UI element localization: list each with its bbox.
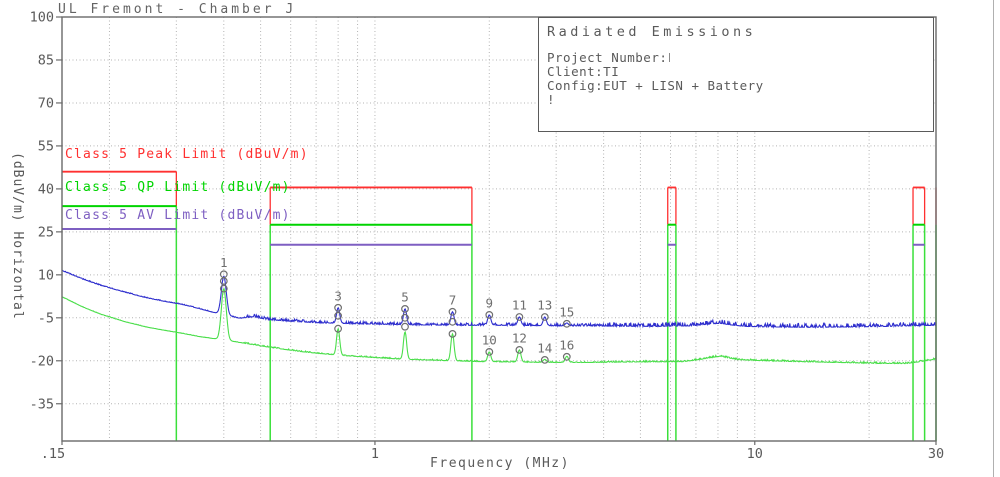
marker-number: 9: [486, 295, 494, 310]
traces: [62, 269, 936, 365]
marker-number: 16: [559, 337, 574, 352]
marker-number: 1: [220, 255, 228, 270]
y-tick-label: 25: [38, 224, 54, 240]
info-config: Config:EUT + LISN + Battery: [547, 78, 764, 93]
y-tick-label: 40: [38, 181, 54, 197]
measurement-marker: [515, 313, 524, 321]
x-tick-label: .15: [41, 446, 65, 462]
y-tick-label: 100: [30, 10, 54, 26]
y-tick-label: -35: [30, 396, 54, 412]
info-project-number: Project Number:: [547, 51, 933, 65]
marker-number: 11: [512, 298, 527, 313]
measurement-marker: [334, 311, 343, 320]
measurement-marker: [334, 324, 343, 333]
chart-title: UL Fremont - Chamber J: [58, 2, 297, 17]
measurement-marker: [515, 346, 524, 354]
test-info-box: Radiated Emissions Project Number: Clien…: [538, 17, 934, 132]
measurement-marker: [401, 322, 409, 331]
x-tick-label: 10: [747, 446, 763, 462]
measurement-marker: [448, 330, 457, 338]
measurement-marker: [448, 317, 457, 326]
y-tick-label: -20: [30, 353, 54, 369]
window-right-border: [993, 0, 994, 477]
y-tick-label: 55: [38, 138, 54, 154]
qp-limit-label: Class 5 QP Limit (dBuV/m): [65, 180, 291, 195]
measurement-marker: [401, 305, 409, 313]
marker-number: 13: [537, 298, 552, 313]
y-tick-label: -5: [38, 310, 54, 326]
y-tick-label: 10: [38, 267, 54, 283]
info-client: Client:TI: [547, 64, 620, 79]
marker-number: 14: [537, 340, 552, 355]
measurement-marker: [562, 319, 571, 328]
measurement-marker: [485, 348, 494, 356]
y-tick-label: 70: [38, 95, 54, 111]
average-trace: [62, 287, 936, 365]
marker-number: 12: [512, 330, 527, 345]
measurement-marker: [401, 313, 409, 322]
measurement-marker: [562, 352, 571, 361]
y-tick-label: 85: [38, 52, 54, 68]
marker-number: 15: [559, 304, 574, 319]
text-cursor-icon: [669, 53, 671, 62]
measurement-marker: [334, 303, 343, 312]
limit-lines: [62, 170, 937, 441]
x-axis-label: Frequency (MHz): [430, 456, 570, 471]
measurement-marker: [219, 284, 228, 293]
peak-limit-label: Class 5 Peak Limit (dBuV/m): [65, 147, 309, 162]
plot-frame: [61, 16, 937, 442]
marker-number: 10: [482, 332, 497, 347]
marker-number: 3: [334, 288, 342, 303]
info-note: !: [547, 92, 556, 107]
x-tick-label: 1: [371, 446, 379, 462]
measurement-marker: [540, 356, 549, 364]
measurement-marker: [485, 311, 494, 319]
y-axis-label: (dBuV/m) Horizontal: [10, 152, 25, 320]
measurement-marker: [448, 307, 457, 316]
measurement-marker: [219, 277, 228, 286]
measurement-marker: [540, 313, 549, 321]
marker-number: 7: [449, 292, 457, 307]
info-box-title: Radiated Emissions: [547, 24, 757, 40]
av-limit-label: Class 5 AV Limit (dBuV/m): [65, 208, 291, 223]
axes: 100 85 70 55 40 25 10 -5 -20 -35 .15 1 10 30: [30, 10, 945, 463]
marker-number: 5: [401, 289, 409, 304]
x-tick-label: 30: [928, 446, 944, 462]
peak-trace: [62, 269, 936, 330]
